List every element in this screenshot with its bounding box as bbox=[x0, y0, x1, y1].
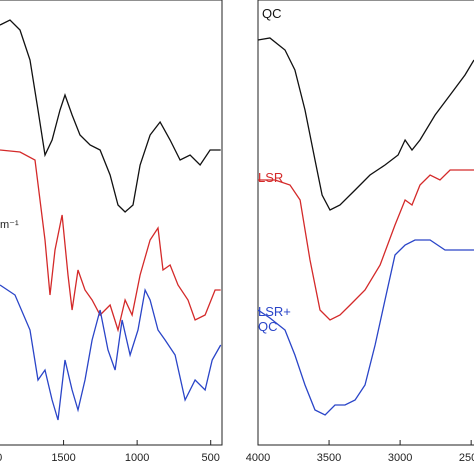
x-tick-label: 2000 bbox=[0, 452, 2, 464]
series-label: LSR bbox=[258, 170, 284, 185]
spectrum-line bbox=[0, 284, 222, 421]
series-label: LSR+ QC bbox=[258, 304, 291, 334]
spectrum-line bbox=[0, 19, 221, 213]
spectrum-line bbox=[257, 37, 474, 211]
spectrum-line bbox=[258, 169, 474, 321]
series-label: QC bbox=[262, 6, 282, 21]
spectrum-line bbox=[257, 239, 474, 416]
plot-frame bbox=[257, 0, 474, 446]
x-tick-label: 2500 bbox=[459, 452, 474, 464]
x-tick-label: 500 bbox=[202, 452, 220, 464]
spectrum-line bbox=[0, 149, 221, 333]
x-tick-label: 4000 bbox=[246, 452, 270, 464]
x-tick-label: 1000 bbox=[125, 452, 149, 464]
axis-unit: m⁻¹ bbox=[0, 219, 19, 231]
x-tick-label: 3500 bbox=[317, 452, 341, 464]
x-tick-label: 3000 bbox=[388, 452, 412, 464]
plot-frame bbox=[0, 0, 223, 446]
x-tick-label: 1500 bbox=[51, 452, 75, 464]
